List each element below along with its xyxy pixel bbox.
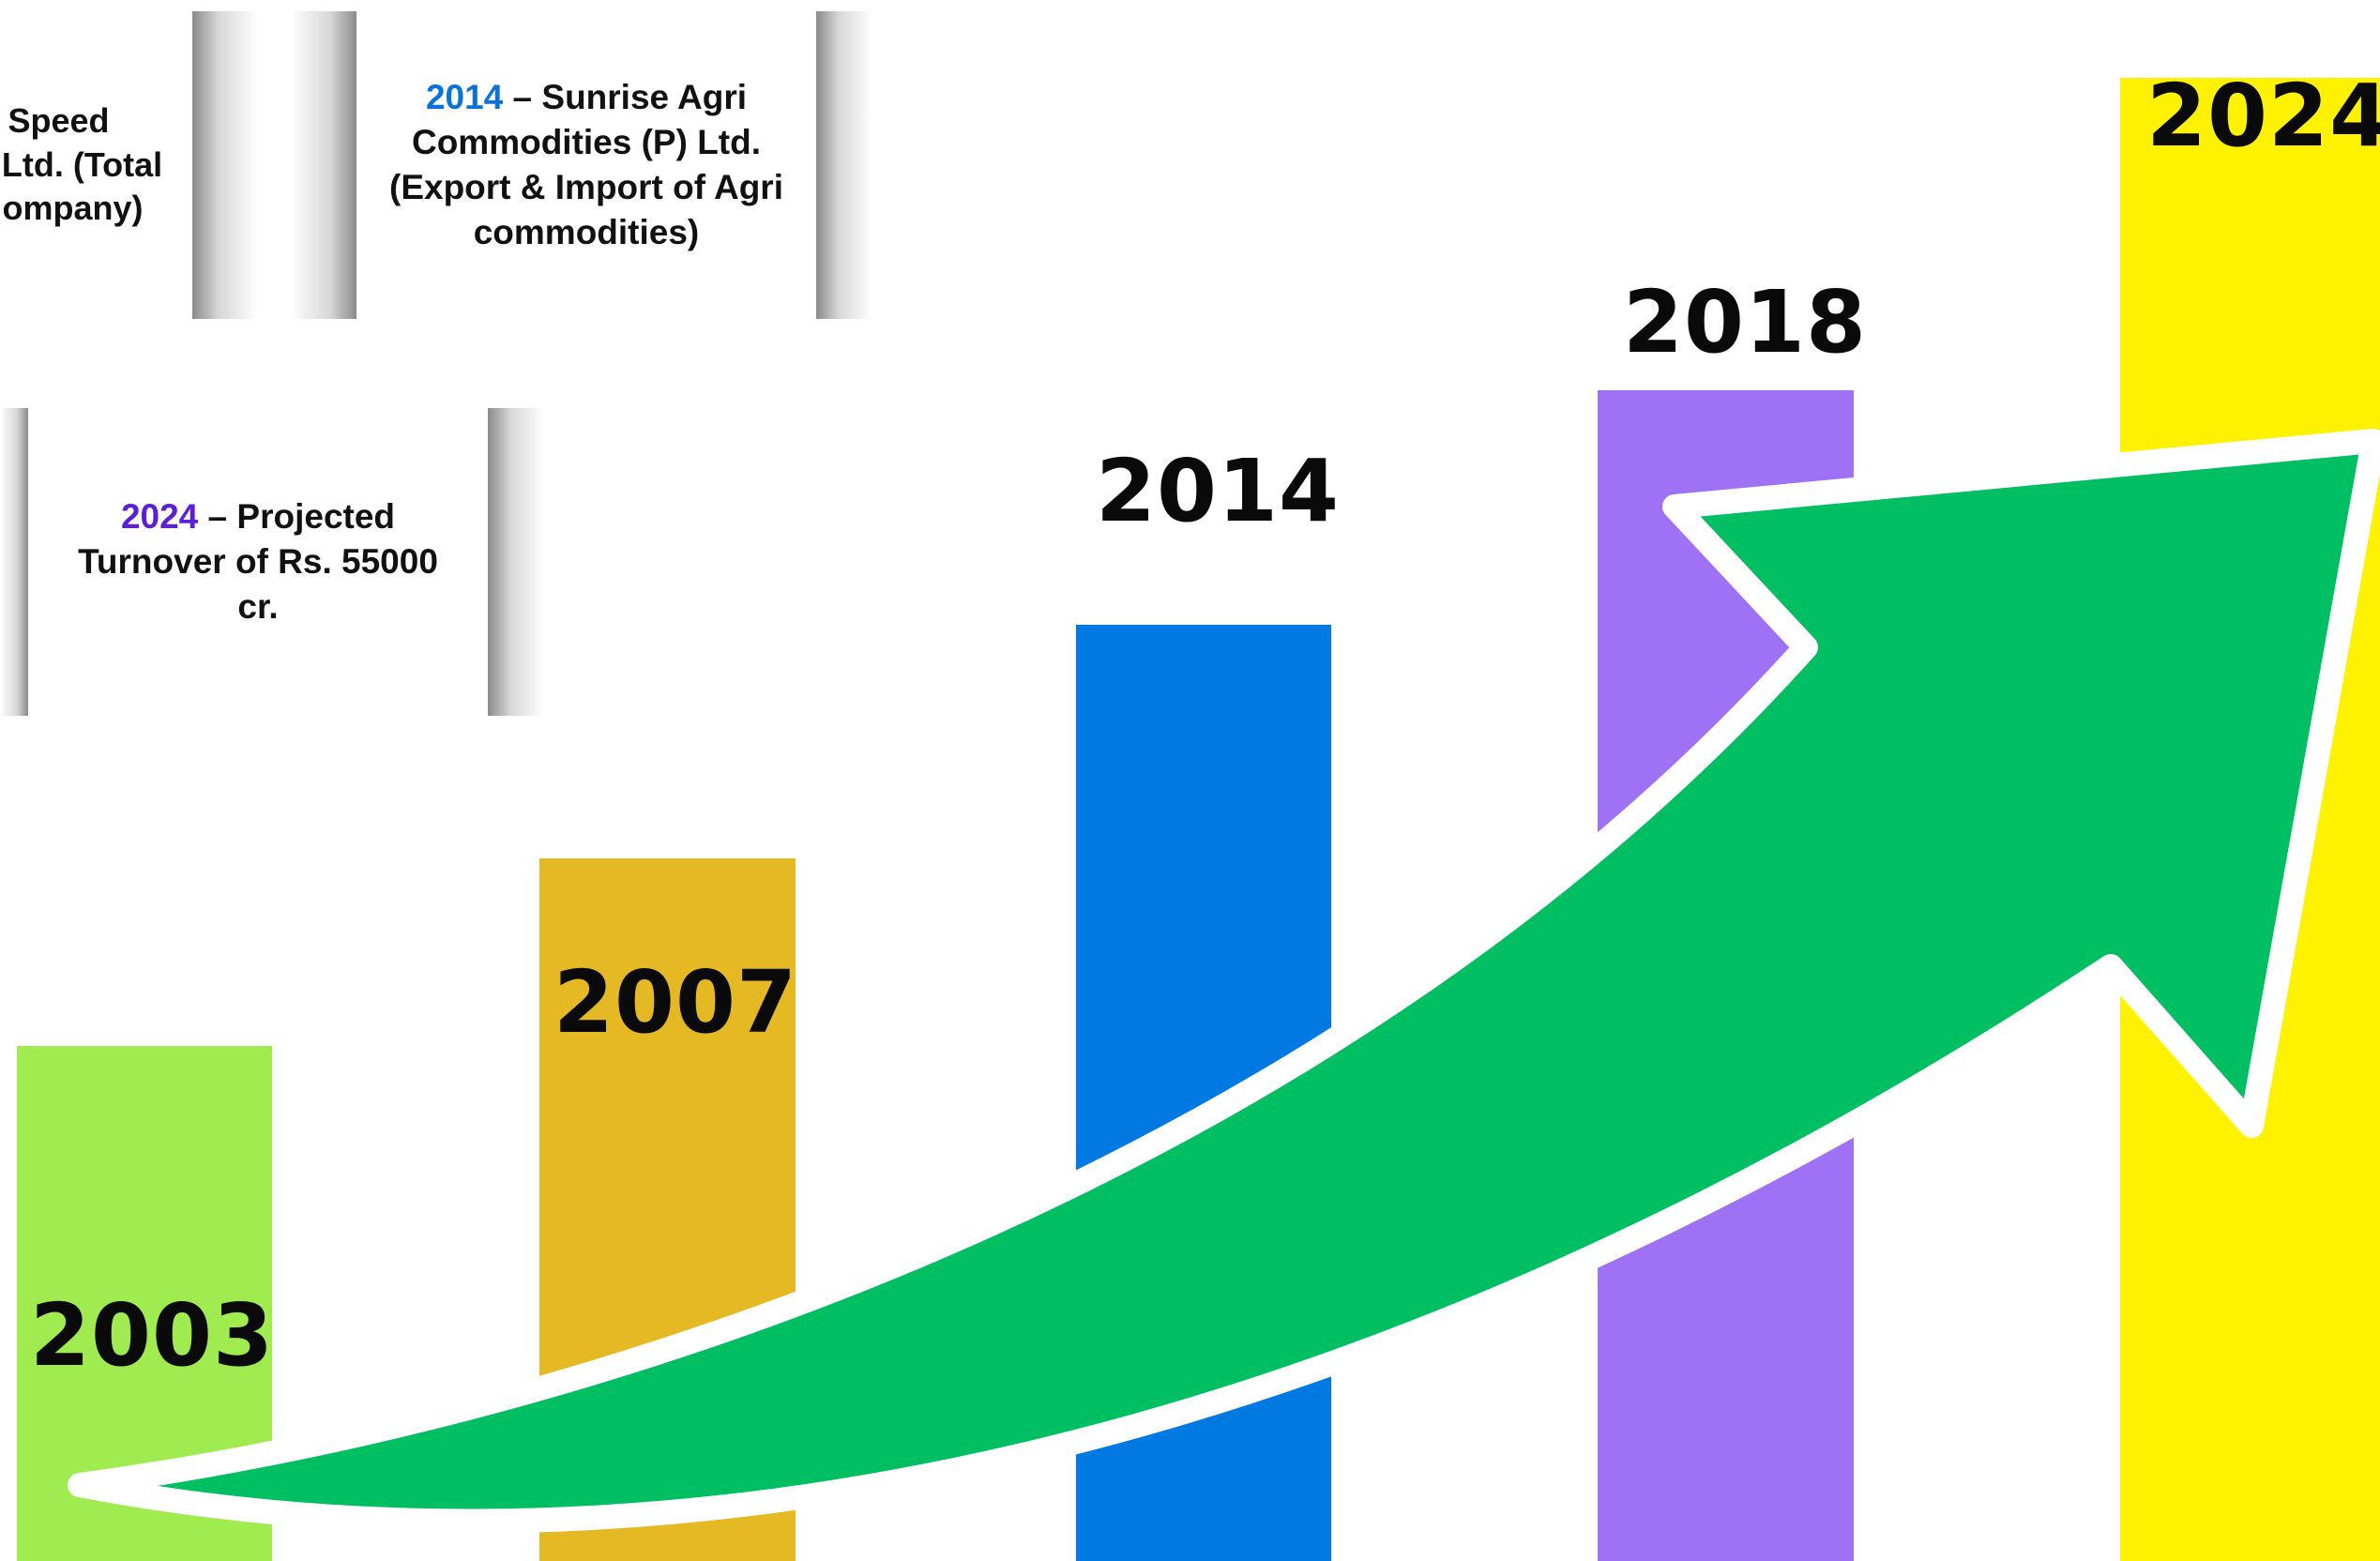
note-projected-year: 2024 [120, 496, 199, 536]
year-label-2003: 2003 [30, 1285, 275, 1386]
note-divider-5 [488, 408, 544, 716]
note-projected: 2024 – Projected Turnover of Rs. 55000 c… [42, 408, 474, 716]
bar-2018 [1598, 390, 1854, 1561]
note-partial-line-2: Ltd. (Total [1, 144, 163, 184]
note-divider-2 [291, 11, 356, 319]
bar-2014 [1076, 625, 1331, 1561]
note-divider-1 [192, 11, 258, 319]
year-label-2024: 2024 [2146, 66, 2380, 166]
note-divider-4 [0, 408, 28, 716]
note-partial-line-1: Speed [8, 100, 110, 140]
bar-2024 [2120, 78, 2380, 1561]
note-divider-3 [816, 11, 872, 319]
year-label-2014: 2014 [1096, 441, 1341, 541]
note-sunrise-year: 2014 [425, 77, 504, 116]
year-label-2007: 2007 [553, 952, 798, 1053]
note-sunrise: 2014 – Sunrise Agri Commodities (P) Ltd.… [375, 11, 797, 319]
note-partial: Speed Ltd. (Total ompany) [0, 11, 192, 319]
note-sunrise-text: – Sunrise Agri Commodities (P) Ltd. (Exp… [389, 77, 783, 252]
year-label-2018: 2018 [1623, 272, 1868, 372]
note-partial-line-3: ompany) [2, 189, 144, 228]
